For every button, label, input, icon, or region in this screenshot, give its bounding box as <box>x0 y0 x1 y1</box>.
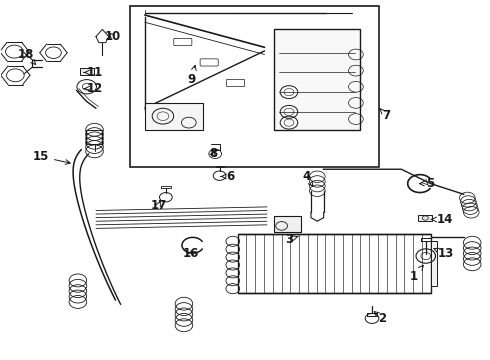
Bar <box>238 234 431 293</box>
Text: 8: 8 <box>209 147 218 159</box>
Bar <box>274 216 301 232</box>
Bar <box>431 241 437 286</box>
Text: 4: 4 <box>302 170 313 186</box>
Text: 15: 15 <box>32 150 70 165</box>
Text: 11: 11 <box>84 66 103 79</box>
FancyBboxPatch shape <box>174 39 192 45</box>
Text: 16: 16 <box>183 247 199 260</box>
Text: 6: 6 <box>220 170 235 183</box>
Text: 5: 5 <box>419 177 435 190</box>
Bar <box>145 103 203 130</box>
Text: 7: 7 <box>380 109 391 122</box>
Text: 17: 17 <box>150 199 167 212</box>
Bar <box>130 6 379 167</box>
Bar <box>80 68 94 75</box>
Text: 18: 18 <box>18 48 36 64</box>
FancyBboxPatch shape <box>226 79 245 86</box>
Text: 3: 3 <box>285 233 298 246</box>
Text: 9: 9 <box>187 66 196 86</box>
Bar <box>418 215 432 221</box>
Text: 2: 2 <box>374 311 386 325</box>
Text: 10: 10 <box>105 30 121 43</box>
Text: 13: 13 <box>434 247 453 260</box>
Text: 12: 12 <box>84 82 103 95</box>
Bar <box>274 216 301 232</box>
Text: 14: 14 <box>431 213 454 226</box>
Bar <box>274 30 360 130</box>
Text: 1: 1 <box>410 265 423 283</box>
FancyBboxPatch shape <box>200 59 218 66</box>
